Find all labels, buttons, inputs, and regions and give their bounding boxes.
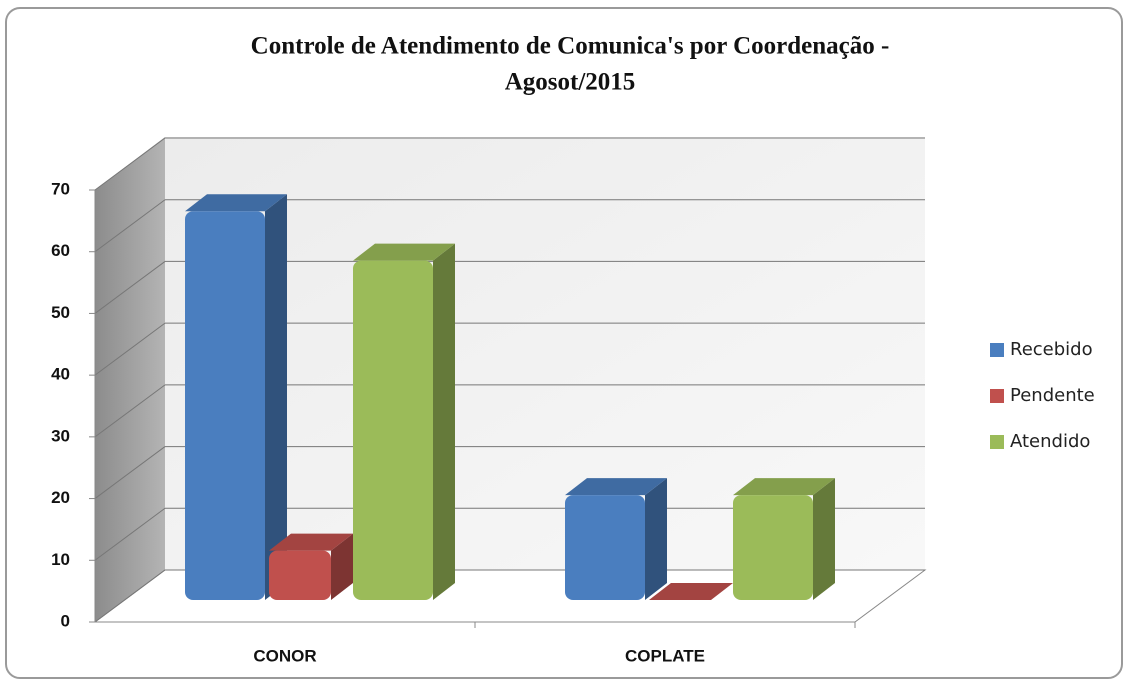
y-tick-label: 70 bbox=[51, 179, 70, 198]
bar-side bbox=[645, 478, 667, 600]
y-tick-label: 60 bbox=[51, 241, 70, 260]
bar bbox=[269, 550, 331, 600]
grid-line bbox=[94, 137, 166, 191]
legend-label: Recebido bbox=[1010, 339, 1093, 360]
grid-line bbox=[94, 199, 166, 253]
x-tick-label: COPLATE bbox=[625, 646, 705, 665]
grid-line bbox=[94, 507, 166, 561]
legend-swatch bbox=[990, 435, 1004, 449]
grid-line bbox=[94, 569, 166, 623]
y-tick-label: 30 bbox=[51, 426, 70, 445]
y-tick-label: 10 bbox=[51, 550, 70, 569]
bar-top bbox=[733, 478, 835, 496]
legend-swatch bbox=[990, 343, 1004, 357]
bar-top bbox=[185, 194, 287, 212]
legend-swatch bbox=[990, 389, 1004, 403]
bar-top bbox=[269, 533, 353, 551]
bar-top bbox=[353, 243, 455, 261]
grid-line bbox=[94, 446, 166, 499]
bar-side bbox=[433, 243, 455, 601]
bar bbox=[565, 495, 645, 600]
legend-label: Atendido bbox=[1010, 431, 1090, 452]
side-wall bbox=[95, 137, 165, 622]
bar-top bbox=[565, 478, 667, 496]
bar-top bbox=[649, 583, 733, 600]
bar-side bbox=[331, 533, 353, 600]
y-tick-label: 50 bbox=[51, 303, 70, 322]
y-tick-label: 20 bbox=[51, 488, 70, 507]
legend-label: Pendente bbox=[1010, 385, 1095, 406]
grid-line bbox=[94, 322, 166, 376]
y-tick-label: 0 bbox=[61, 611, 70, 630]
grid-line bbox=[94, 261, 166, 314]
bar-side bbox=[265, 194, 287, 600]
chart-title: Controle de Atendimento de Comunica's po… bbox=[251, 33, 890, 60]
x-tick-label: CONOR bbox=[253, 646, 316, 665]
bar bbox=[353, 260, 433, 600]
bar bbox=[733, 495, 813, 600]
bar bbox=[185, 211, 265, 600]
bar-side bbox=[813, 478, 835, 600]
y-tick-label: 40 bbox=[51, 365, 70, 384]
chart-title: Agosot/2015 bbox=[505, 69, 636, 96]
grid-line bbox=[94, 384, 166, 438]
